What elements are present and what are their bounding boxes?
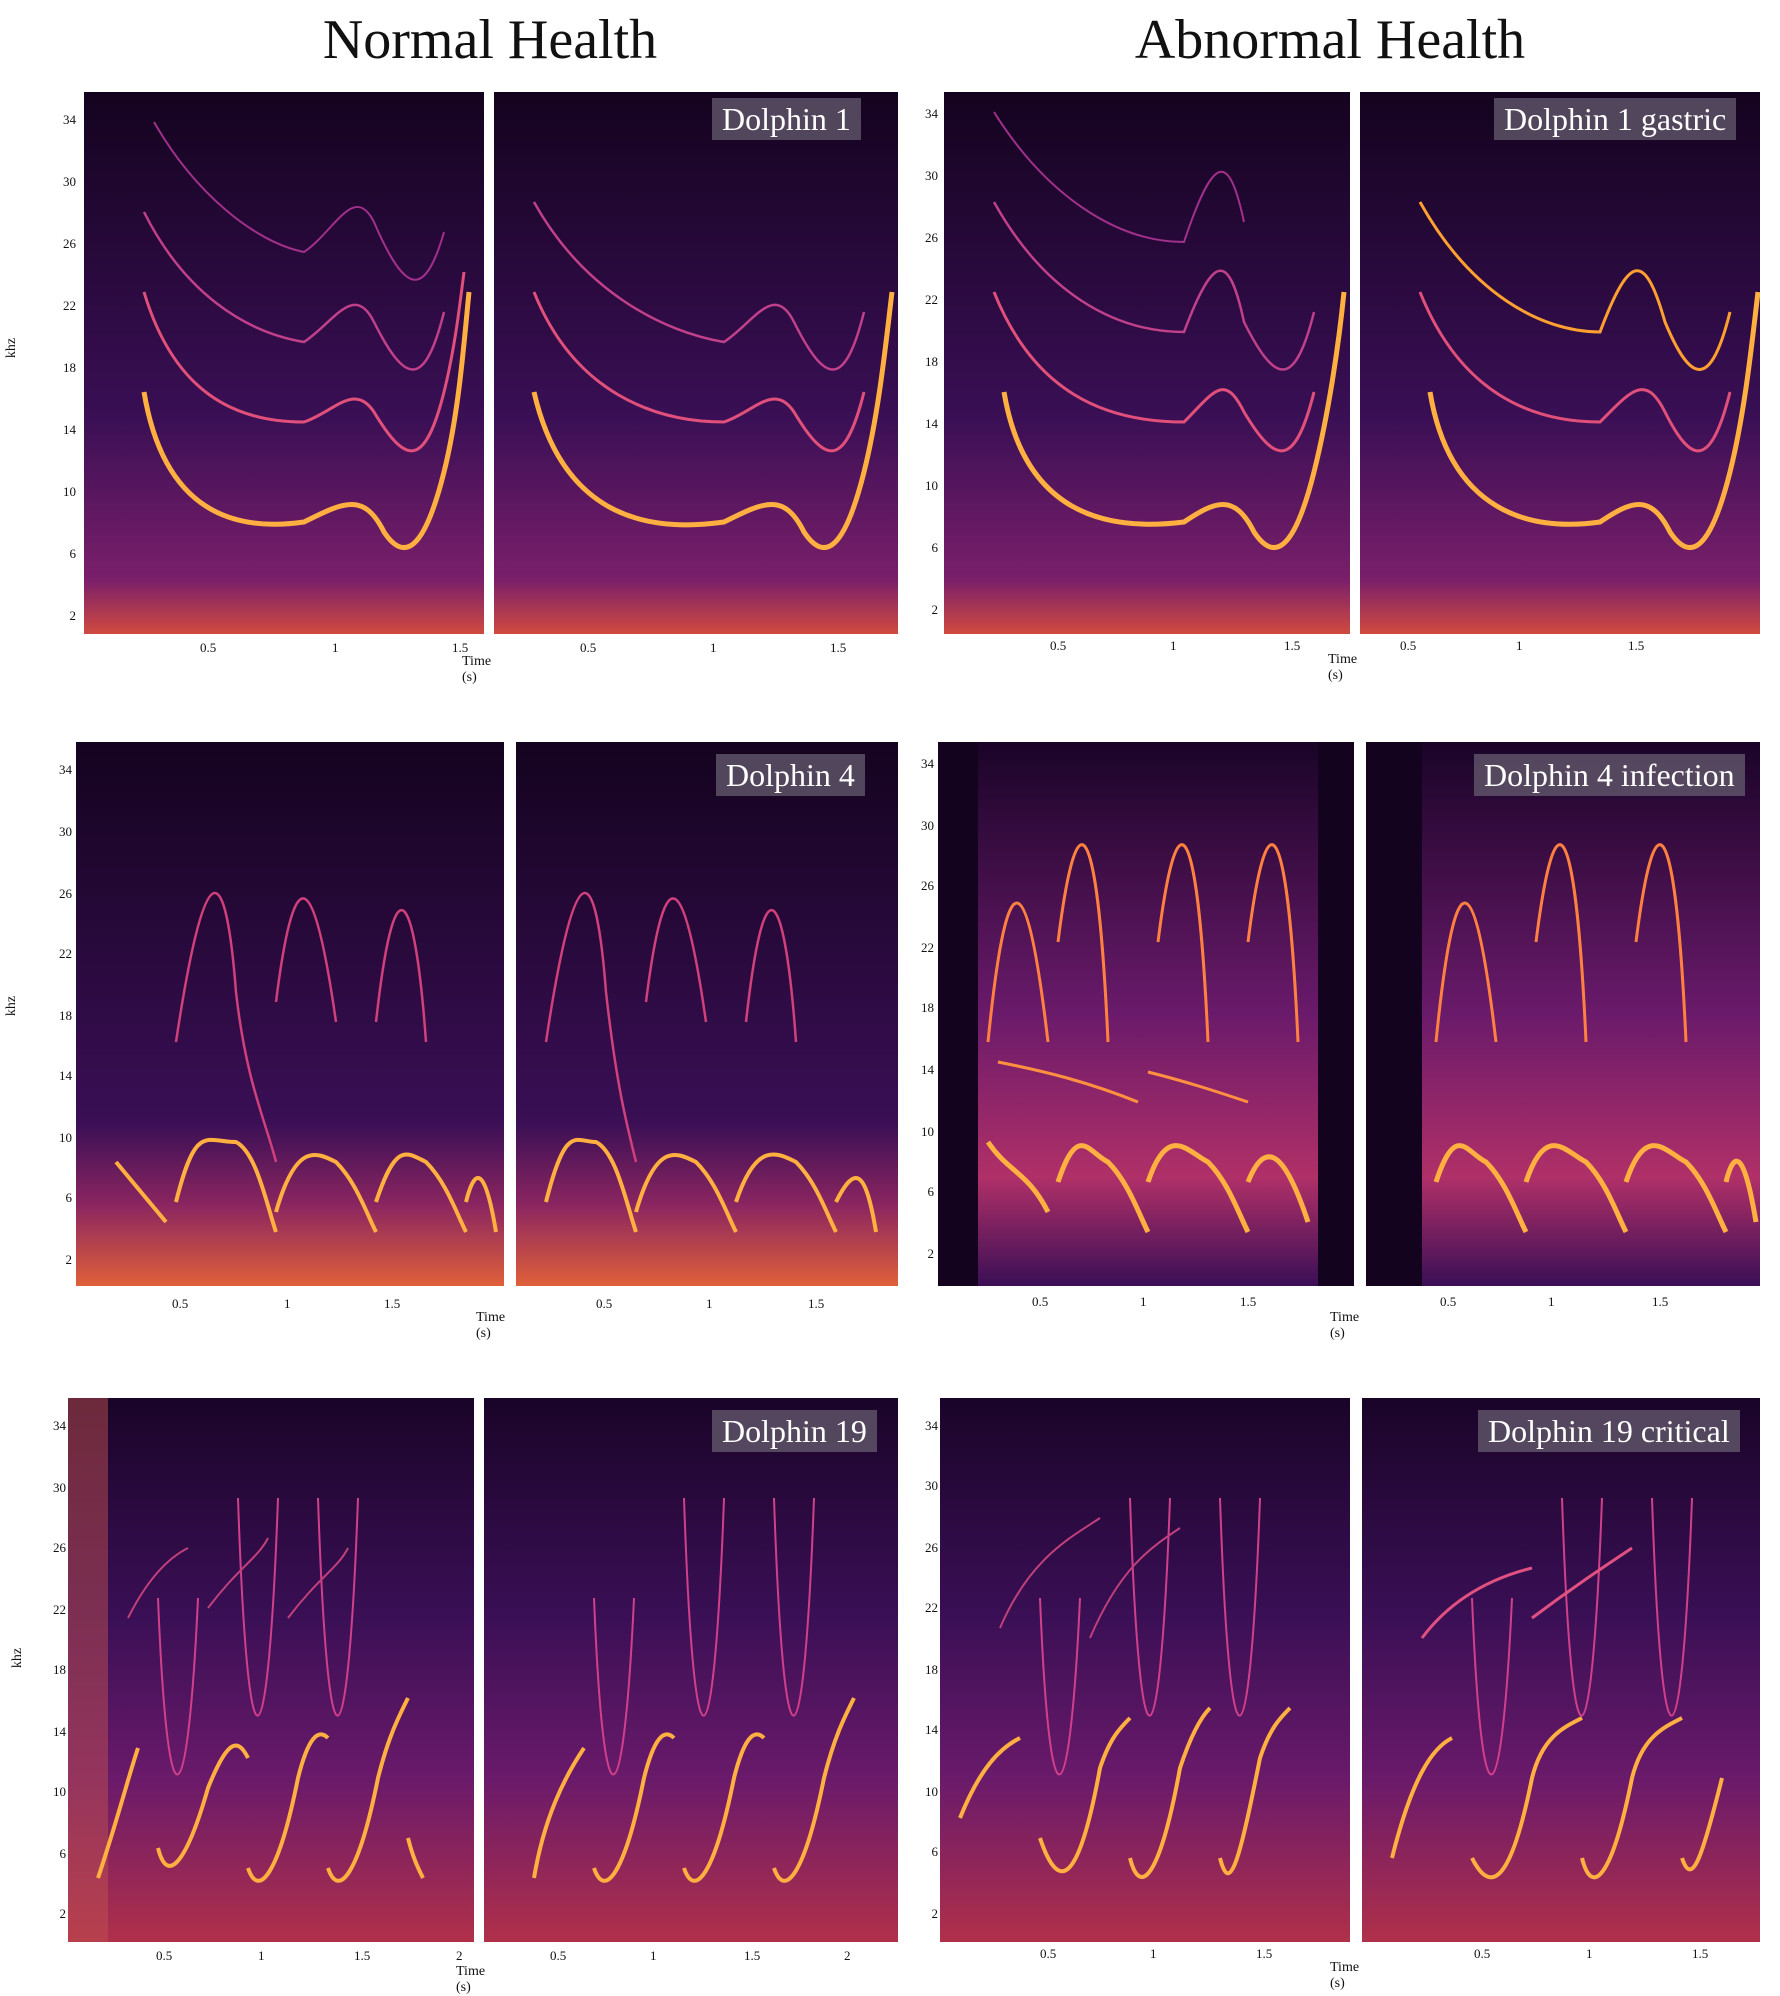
x-axis-label: Time (s) xyxy=(462,654,492,685)
spectrogram-dolphin-19-critical-a xyxy=(940,1398,1350,1942)
x-axis-label: Time (s) xyxy=(1330,1960,1360,1991)
spectrogram-dolphin-4-normal-b xyxy=(516,742,898,1286)
y-axis-label: khz xyxy=(4,337,20,359)
x-axis-label: Time (s) xyxy=(1328,652,1358,683)
x-axis-label: Time (s) xyxy=(1330,1310,1360,1341)
x-axis-label: Time (s) xyxy=(476,1310,506,1341)
y-axis-label: khz xyxy=(10,1647,26,1669)
spectrogram-dolphin-1-gastric-b xyxy=(1360,92,1760,634)
spectrogram-dolphin-1-gastric-a xyxy=(944,92,1350,634)
normal-health-title: Normal Health xyxy=(322,9,658,71)
panel-label-dolphin-19: Dolphin 19 xyxy=(712,1410,877,1452)
panel-label-dolphin-4: Dolphin 4 xyxy=(716,754,865,796)
spectrogram-dolphin-4-infection-b xyxy=(1366,742,1760,1286)
abnormal-health-title: Abnormal Health xyxy=(1134,9,1526,71)
panel-label-dolphin-1-gastric: Dolphin 1 gastric xyxy=(1494,98,1737,140)
panel-label-dolphin-4-infection: Dolphin 4 infection xyxy=(1474,754,1745,796)
spectrogram-dolphin-4-normal-a xyxy=(76,742,504,1286)
spectrogram-dolphin-1-normal-b xyxy=(494,92,898,634)
y-axis-label: khz xyxy=(4,995,20,1017)
spectrogram-dolphin-1-normal-a xyxy=(84,92,484,634)
panel-label-dolphin-1: Dolphin 1 xyxy=(712,98,861,140)
panel-label-dolphin-19-critical: Dolphin 19 critical xyxy=(1478,1410,1740,1452)
spectrogram-dolphin-19-normal-b xyxy=(484,1398,898,1942)
x-axis-label: Time (s) xyxy=(456,1964,486,1995)
spectrogram-dolphin-19-critical-b xyxy=(1362,1398,1760,1942)
spectrogram-dolphin-4-infection-a xyxy=(938,742,1354,1286)
spectrogram-dolphin-19-normal-a xyxy=(68,1398,474,1942)
